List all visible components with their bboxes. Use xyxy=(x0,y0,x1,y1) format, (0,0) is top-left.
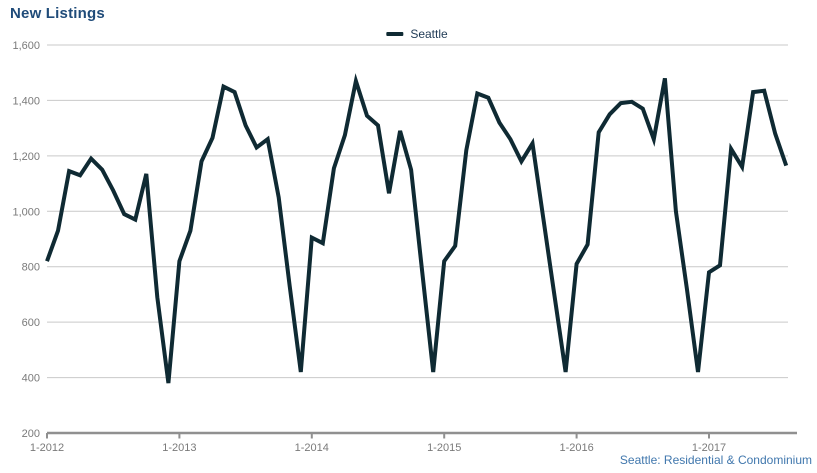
x-tick-label: 1-2012 xyxy=(30,442,64,454)
y-tick-label: 800 xyxy=(22,262,40,274)
chart-title: New Listings xyxy=(10,5,105,22)
y-tick-label: 200 xyxy=(22,428,40,440)
legend-item-label: Seattle xyxy=(410,27,448,41)
y-tick-label: 600 xyxy=(22,317,40,329)
y-tick-label: 1,000 xyxy=(12,206,40,218)
y-tick-label: 1,400 xyxy=(12,95,40,107)
x-tick-label: 1-2015 xyxy=(427,442,461,454)
x-tick-label: 1-2017 xyxy=(692,442,726,454)
x-tick-label: 1-2014 xyxy=(295,442,329,454)
x-tick-label: 1-2013 xyxy=(162,442,196,454)
legend: Seattle xyxy=(386,27,448,41)
series-line-seattle xyxy=(45,73,789,384)
y-tick-label: 1,200 xyxy=(12,151,40,163)
y-tick-label: 400 xyxy=(22,373,40,385)
source-attribution: Seattle: Residential & Condominium xyxy=(619,453,812,467)
y-tick-label: 1,600 xyxy=(12,40,40,52)
legend-line-swatch xyxy=(386,32,404,36)
x-tick-label: 1-2016 xyxy=(559,442,593,454)
